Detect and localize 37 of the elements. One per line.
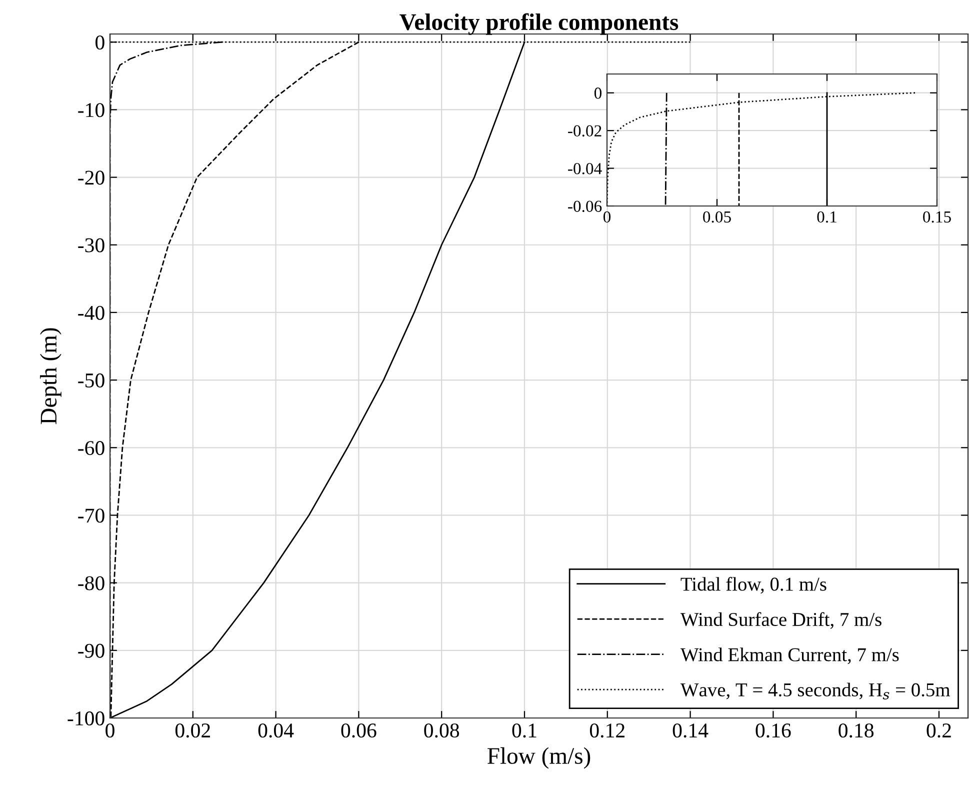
y-tick-label: -20 — [78, 170, 104, 185]
y-tick-label: -40 — [78, 306, 104, 320]
x-tick-label: 0.2 — [926, 723, 951, 738]
y-tick-label: -70 — [78, 508, 104, 523]
x-tick-label: 0.1 — [817, 211, 836, 223]
y-tick-label: -100 — [68, 711, 104, 726]
y-tick-label: 0 — [594, 88, 602, 99]
legend-label: Wind Surface Drift, 7 m/s — [680, 612, 882, 629]
x-tick-label: 0.06 — [341, 723, 376, 738]
y-tick-label: -90 — [78, 644, 104, 658]
y-tick-label: -0.06 — [568, 200, 602, 212]
legend-label: Tidal flow, 0.1 m/s — [680, 576, 826, 594]
y-tick-label: 0 — [96, 35, 104, 50]
x-tick-label: 0 — [106, 723, 114, 738]
legend-label: Wave, T = 4.5 seconds, H$_{s}$ = 0.5m — [680, 682, 950, 700]
y-axis-title: Depth (m) — [40, 328, 62, 424]
y-tick-label: -60 — [78, 441, 104, 456]
legend-label: Wind Ekman Current, 7 m/s — [680, 648, 899, 664]
chart-title: Velocity profile components — [400, 13, 678, 35]
x-tick-label: 0.1 — [512, 723, 536, 738]
x-tick-label: 0.18 — [838, 723, 874, 738]
x-tick-label: 0.08 — [424, 723, 460, 738]
x-tick-label: 0.15 — [923, 211, 951, 223]
x-tick-label: 0.12 — [590, 723, 624, 738]
x-tick-label: 0 — [603, 211, 611, 223]
x-tick-label: 0.04 — [258, 723, 294, 738]
y-tick-label: -0.04 — [568, 162, 602, 174]
x-tick-label: 0.02 — [175, 723, 210, 738]
y-tick-label: -0.02 — [568, 125, 602, 137]
x-tick-label: 0.14 — [672, 723, 708, 738]
y-tick-label: -50 — [78, 373, 104, 388]
y-tick-label: -80 — [78, 576, 104, 590]
y-tick-label: -10 — [78, 103, 104, 118]
x-tick-label: 0.16 — [756, 723, 791, 738]
x-axis-title: Flow (m/s) — [488, 747, 590, 769]
x-tick-label: 0.05 — [703, 211, 731, 223]
y-tick-label: -30 — [78, 238, 104, 252]
